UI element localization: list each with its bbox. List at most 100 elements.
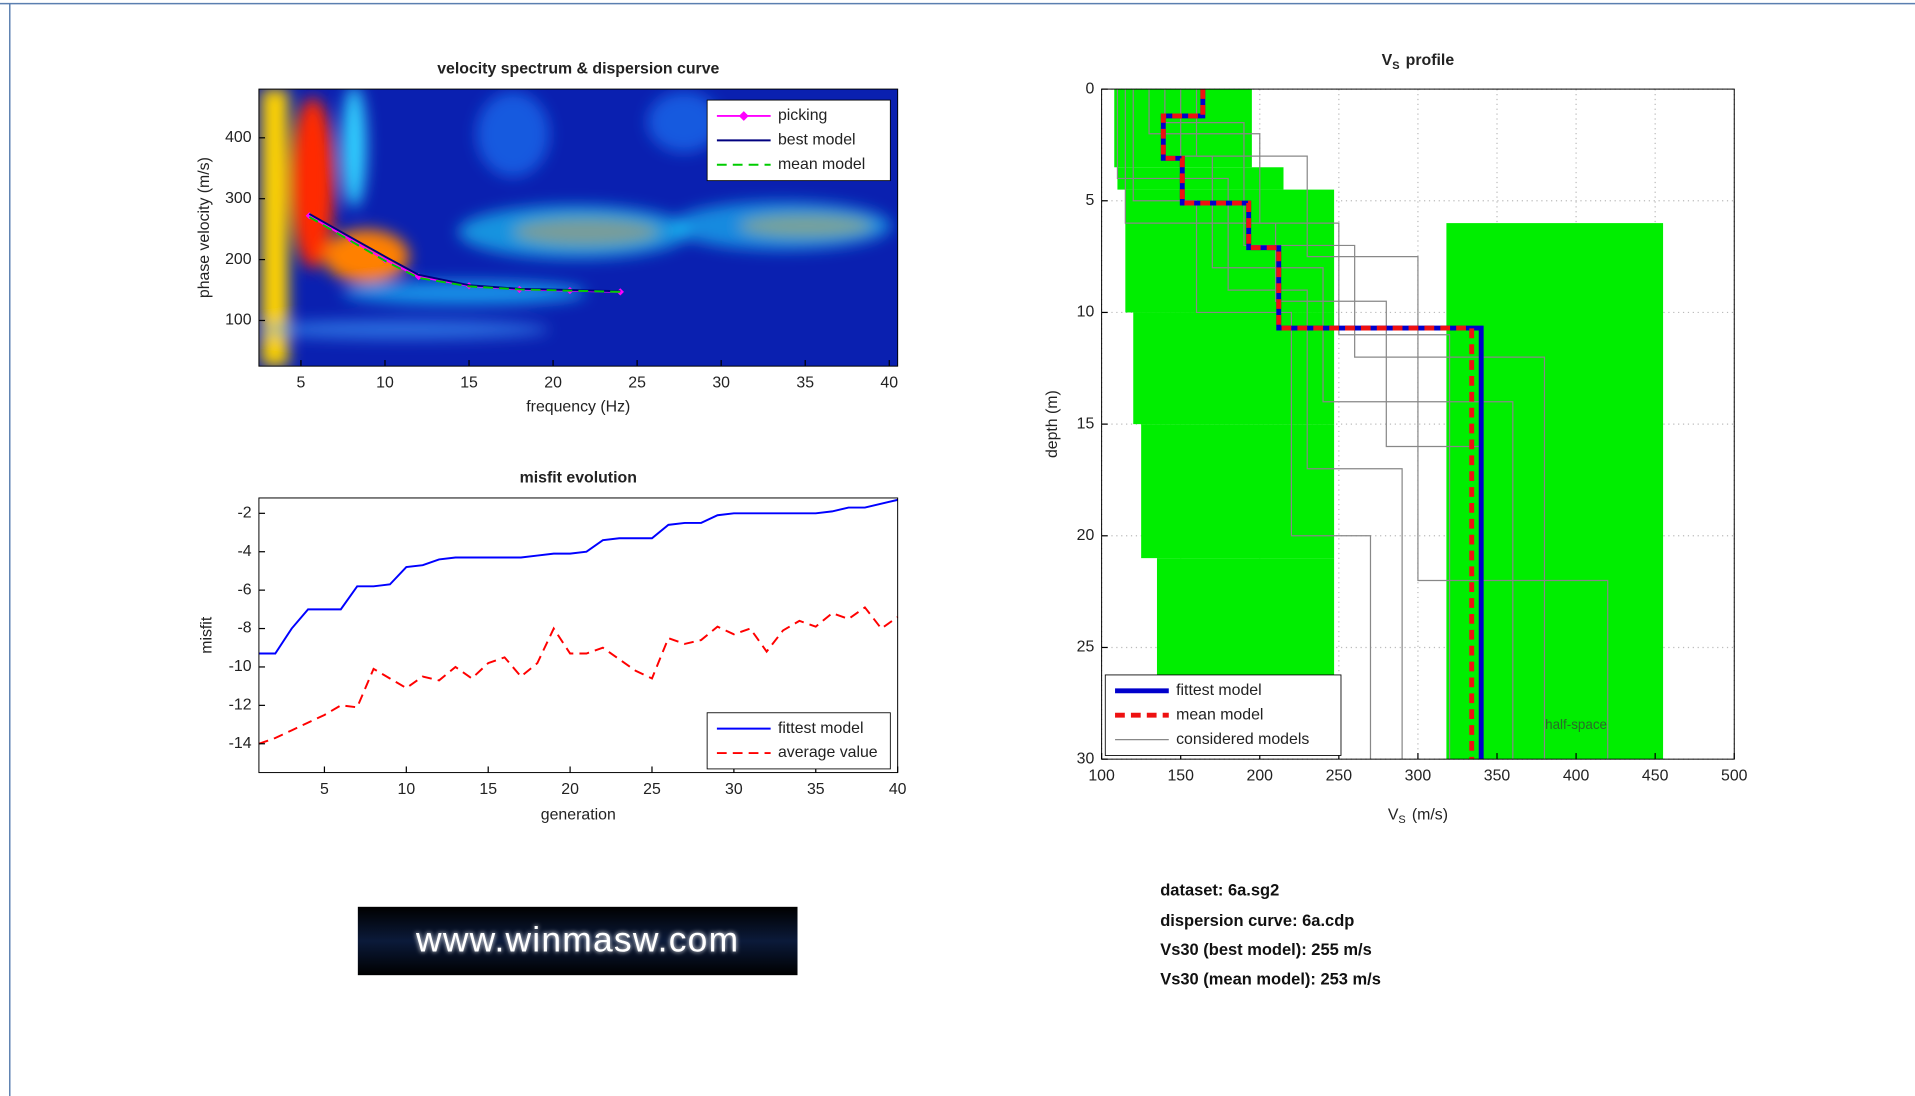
info-line: dataset: 6a.sg2 (1160, 881, 1279, 899)
x-tick-label: 400 (1563, 767, 1590, 784)
x-tick-label: 15 (460, 374, 478, 391)
considered-model (1132, 89, 1372, 760)
legend-label: average value (778, 744, 878, 761)
x-tick-label: 5 (297, 374, 306, 391)
considered-model (1195, 89, 1609, 760)
x-tick-label: 10 (397, 781, 415, 798)
x-tick-label: 25 (628, 374, 646, 391)
legend-box (706, 99, 891, 182)
series-line (258, 498, 898, 655)
y-tick-label: 0 (1085, 80, 1094, 97)
y-tick-label: 15 (1077, 415, 1095, 432)
x-tick-label: 20 (561, 781, 579, 798)
x-axis-label-sub: S (1398, 814, 1405, 826)
x-tick-label: 10 (376, 374, 394, 391)
x-tick-label: 40 (880, 374, 898, 391)
y-tick-label: -4 (237, 543, 251, 560)
y-tick-label: -10 (229, 658, 252, 675)
x-tick-label: 35 (807, 781, 825, 798)
search-space (1125, 189, 1335, 313)
chart-title-sub: S (1392, 60, 1399, 72)
legend-label: considered models (1176, 731, 1309, 748)
y-axis-label-text: phase velocity (m/s) (196, 157, 213, 298)
x-axis-label-rest: (m/s) (1412, 806, 1448, 823)
legend-label: mean model (1176, 706, 1263, 723)
series-line (308, 213, 621, 293)
legend-box (706, 712, 891, 770)
x-axis-label: generation (541, 806, 616, 823)
x-tick-label: 300 (1405, 767, 1432, 784)
chart-title: VS profile (1382, 52, 1455, 72)
y-tick-label: -14 (229, 735, 252, 752)
search-space (1114, 89, 1252, 168)
y-tick-label: 200 (225, 251, 252, 268)
plot-frame (258, 88, 899, 367)
x-axis-label-text: V (1388, 806, 1399, 823)
legend-label: fittest model (778, 720, 864, 737)
y-tick-label: -8 (237, 620, 251, 637)
y-tick-label: 10 (1077, 304, 1095, 321)
x-tick-label: 35 (796, 374, 814, 391)
x-tick-label: 100 (1088, 767, 1115, 784)
considered-model (1124, 89, 1482, 760)
legend-label: best model (778, 132, 856, 149)
y-tick-label: 100 (225, 312, 252, 329)
y-tick-label: -12 (229, 697, 252, 714)
considered-model (1148, 89, 1451, 760)
legend-label: fittest model (1176, 682, 1262, 699)
chart-title-rest: profile (1406, 52, 1455, 69)
legend-label: mean model (778, 156, 865, 173)
chart-title: misfit evolution (520, 470, 637, 487)
search-space (1133, 312, 1335, 425)
y-axis-label: depth (m) (1044, 390, 1061, 458)
y-tick-label: 30 (1077, 750, 1095, 767)
y-tick-label: 300 (225, 190, 252, 207)
x-tick-label: 250 (1326, 767, 1353, 784)
y-axis-label-text: depth (m) (1044, 390, 1061, 458)
considered-model (1164, 89, 1546, 760)
x-tick-label: 450 (1642, 767, 1669, 784)
marker (305, 212, 314, 220)
x-tick-label: 5 (320, 781, 329, 798)
plot-frame (258, 497, 899, 774)
x-tick-label: 15 (479, 781, 497, 798)
y-tick-label: 400 (225, 129, 252, 146)
y-tick-label: 20 (1077, 527, 1095, 544)
search-space (1156, 558, 1335, 681)
legend-label: picking (778, 107, 827, 124)
x-axis-label: frequency (Hz) (526, 399, 630, 416)
marker (616, 288, 624, 296)
y-axis-label: misfit (199, 616, 216, 654)
logo: www.winmasw.com (415, 920, 739, 960)
x-axis-label-text: generation (541, 806, 616, 823)
chart-title-text: misfit evolution (520, 470, 637, 487)
x-tick-label: 500 (1721, 767, 1748, 784)
info-line: dispersion curve: 6a.cdp (1160, 912, 1354, 930)
search-space (1141, 424, 1335, 559)
chart-title-text: V (1382, 52, 1393, 69)
x-tick-label: 30 (712, 374, 730, 391)
chart-title: velocity spectrum & dispersion curve (437, 61, 719, 78)
series-line (1160, 89, 1484, 760)
y-tick-label: 25 (1077, 639, 1095, 656)
y-axis-label: phase velocity (m/s) (196, 157, 213, 298)
y-axis-label-text: misfit (199, 616, 216, 654)
x-axis-label: VS (m/s) (1388, 806, 1448, 826)
x-tick-label: 350 (1484, 767, 1511, 784)
chart: 5 10 15 20 25 30 35 40 -2 -4 -6 -8 -10 -12 -14 misfit e… (199, 470, 907, 824)
x-tick-label: 150 (1167, 767, 1194, 784)
x-axis-label-text: frequency (Hz) (526, 399, 630, 416)
x-tick-label: 30 (725, 781, 743, 798)
logo-background (357, 906, 798, 976)
x-tick-label: 40 (889, 781, 907, 798)
y-tick-label: -6 (237, 581, 251, 598)
series-line (308, 216, 621, 293)
considered-model (1116, 89, 1403, 760)
chart: half-space 100 150 200 250 300 350 400 450 500 0 5 1… (1044, 52, 1748, 826)
info-line: Vs30 (best model): 255 m/s (1160, 941, 1372, 959)
y-tick-label: -2 (237, 505, 251, 522)
series-line (258, 606, 899, 745)
y-tick-label: 5 (1085, 192, 1094, 209)
